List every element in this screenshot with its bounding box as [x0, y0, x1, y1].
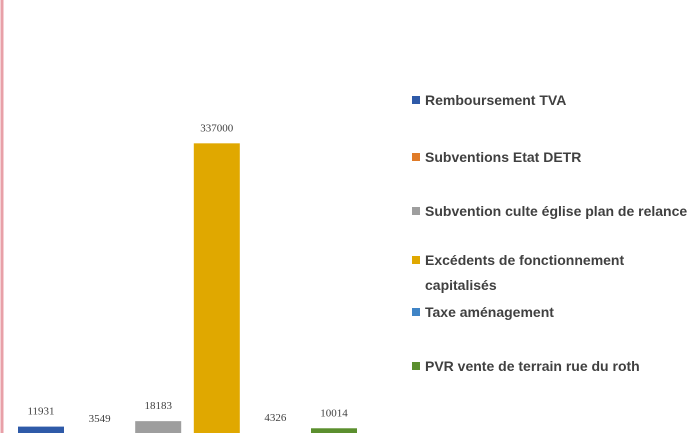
bar: [311, 428, 357, 433]
legend-item: Taxe aménagement: [412, 300, 688, 325]
legend-item: Subvention culte église plan de relance: [412, 199, 688, 224]
legend-swatch: [412, 308, 420, 316]
legend-label: Subventions Etat DETR: [425, 149, 582, 165]
data-label: 337000: [200, 122, 234, 134]
bar: [18, 426, 64, 433]
bar: [193, 143, 240, 433]
data-label: 4326: [264, 412, 287, 424]
legend-label: Remboursement TVA: [425, 92, 567, 108]
legend-swatch: [412, 96, 420, 104]
legend-swatch: [412, 153, 420, 161]
legend-item: PVR vente de terrain rue du roth: [412, 354, 688, 379]
legend-label: Excédents de fonctionnement capitalisés: [425, 252, 625, 293]
data-label: 3549: [89, 413, 112, 425]
bar: [135, 421, 182, 433]
legend-label: Taxe aménagement: [425, 304, 554, 320]
legend-swatch: [412, 256, 420, 264]
legend-item: Remboursement TVA: [412, 88, 688, 113]
legend-label: PVR vente de terrain rue du roth: [425, 358, 640, 374]
legend-label: Subvention culte église plan de relance: [425, 203, 688, 219]
legend-item: Subventions Etat DETR: [412, 145, 688, 170]
legend-swatch: [412, 207, 420, 215]
legend-item: Excédents de fonctionnement capitalisés: [412, 248, 688, 298]
data-label: 10014: [320, 407, 348, 419]
data-label: 11931: [27, 406, 54, 418]
data-label: 18183: [144, 400, 172, 412]
legend-swatch: [412, 362, 420, 370]
